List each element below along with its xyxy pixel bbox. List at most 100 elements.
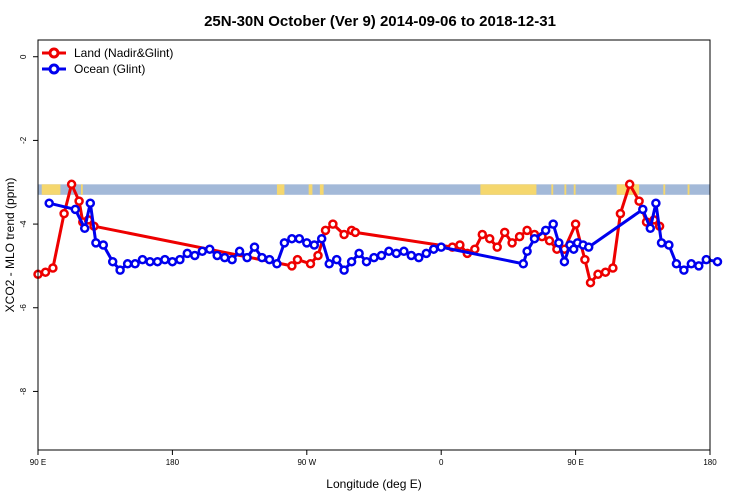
land-mask-band: [38, 184, 710, 195]
data-point: [679, 265, 689, 275]
data-point: [664, 240, 674, 250]
data-point: [583, 242, 594, 252]
data-point: [313, 250, 323, 261]
data-point: [79, 223, 90, 234]
data-point: [272, 259, 282, 269]
data-point: [91, 238, 101, 248]
data-point: [85, 198, 96, 208]
data-point: [354, 248, 364, 259]
x-tick-label: 0: [439, 458, 444, 467]
data-point: [287, 261, 297, 271]
data-point: [638, 204, 648, 215]
data-point: [350, 227, 361, 238]
land-band-segment: [573, 184, 576, 195]
data-point: [399, 246, 409, 257]
data-point: [219, 252, 230, 263]
data-point: [580, 254, 590, 265]
x-tick-label: 180: [166, 458, 180, 467]
y-axis-label: XCO2 - MLO trend (ppm): [3, 178, 17, 313]
data-point: [518, 259, 529, 269]
data-point: [182, 248, 193, 259]
data-point: [234, 246, 245, 257]
data-point: [529, 233, 540, 244]
data-point: [331, 254, 342, 265]
data-point: [175, 254, 185, 265]
y-tick-label: -8: [19, 387, 28, 395]
data-point: [384, 246, 394, 257]
data-point: [369, 252, 379, 263]
series-layer: [33, 179, 723, 288]
data-point: [656, 238, 667, 248]
data-point: [324, 259, 334, 269]
data-point: [70, 204, 81, 215]
data-point: [130, 259, 140, 269]
data-point: [137, 254, 148, 265]
data-point: [242, 252, 252, 263]
data-point: [376, 250, 387, 261]
data-point: [671, 259, 682, 269]
data-point: [570, 219, 581, 229]
data-point: [339, 265, 349, 275]
land-band-segment: [551, 184, 554, 195]
data-point: [257, 252, 267, 263]
data-point: [264, 254, 275, 265]
data-point: [122, 259, 133, 269]
data-point: [98, 240, 109, 250]
land-band-segment: [41, 184, 61, 195]
x-tick-label: 90 E: [30, 458, 46, 467]
data-point: [455, 240, 465, 250]
land-band-segment: [480, 184, 537, 195]
data-point: [320, 225, 331, 236]
data-point: [44, 198, 54, 208]
data-point: [302, 238, 312, 248]
data-point: [309, 240, 320, 250]
legend-ocean-marker: [48, 63, 60, 75]
x-tick-label: 180: [703, 458, 717, 467]
data-point: [421, 248, 432, 259]
data-point: [197, 246, 208, 257]
data-point: [645, 223, 656, 234]
y-tick-label: -2: [19, 136, 28, 144]
land-band-segment: [308, 184, 313, 195]
data-point: [339, 229, 349, 240]
data-point: [279, 238, 290, 248]
land-band-segment: [564, 184, 567, 195]
data-point: [634, 196, 644, 206]
chart-title: 25N-30N October (Ver 9) 2014-09-06 to 20…: [204, 13, 556, 30]
x-axis-label: Longitude (deg E): [326, 477, 421, 491]
data-point: [554, 238, 564, 248]
data-point: [249, 242, 260, 252]
data-point: [484, 233, 495, 244]
x-tick-label: 90 E: [567, 458, 583, 467]
data-point: [190, 250, 200, 261]
x-tick-label: 90 W: [297, 458, 316, 467]
data-point: [608, 263, 618, 273]
data-point: [361, 256, 372, 267]
y-tick-label: -6: [19, 304, 28, 312]
data-point: [436, 242, 446, 252]
land-band-segment: [319, 184, 324, 195]
legend: Land (Nadir&Glint) Ocean (Glint): [42, 46, 173, 76]
data-point: [40, 267, 51, 277]
data-point: [406, 250, 417, 261]
y-axis: 0 -2 -4 -6 -8: [19, 54, 38, 395]
data-point: [492, 242, 502, 252]
data-point: [167, 256, 178, 267]
data-point: [651, 198, 661, 208]
data-point: [227, 254, 237, 265]
data-point: [107, 256, 118, 267]
data-point: [522, 246, 532, 257]
data-point: [294, 233, 305, 244]
ocean-band: [38, 184, 710, 195]
data-point: [701, 254, 712, 265]
data-point: [540, 225, 551, 236]
data-point: [544, 236, 555, 246]
data-point: [585, 277, 596, 288]
data-point: [115, 265, 125, 275]
data-point: [522, 225, 532, 236]
data-point: [212, 250, 222, 261]
data-point: [316, 233, 327, 244]
data-point: [548, 219, 558, 229]
series-ocean: [44, 198, 723, 275]
data-point: [615, 208, 626, 219]
